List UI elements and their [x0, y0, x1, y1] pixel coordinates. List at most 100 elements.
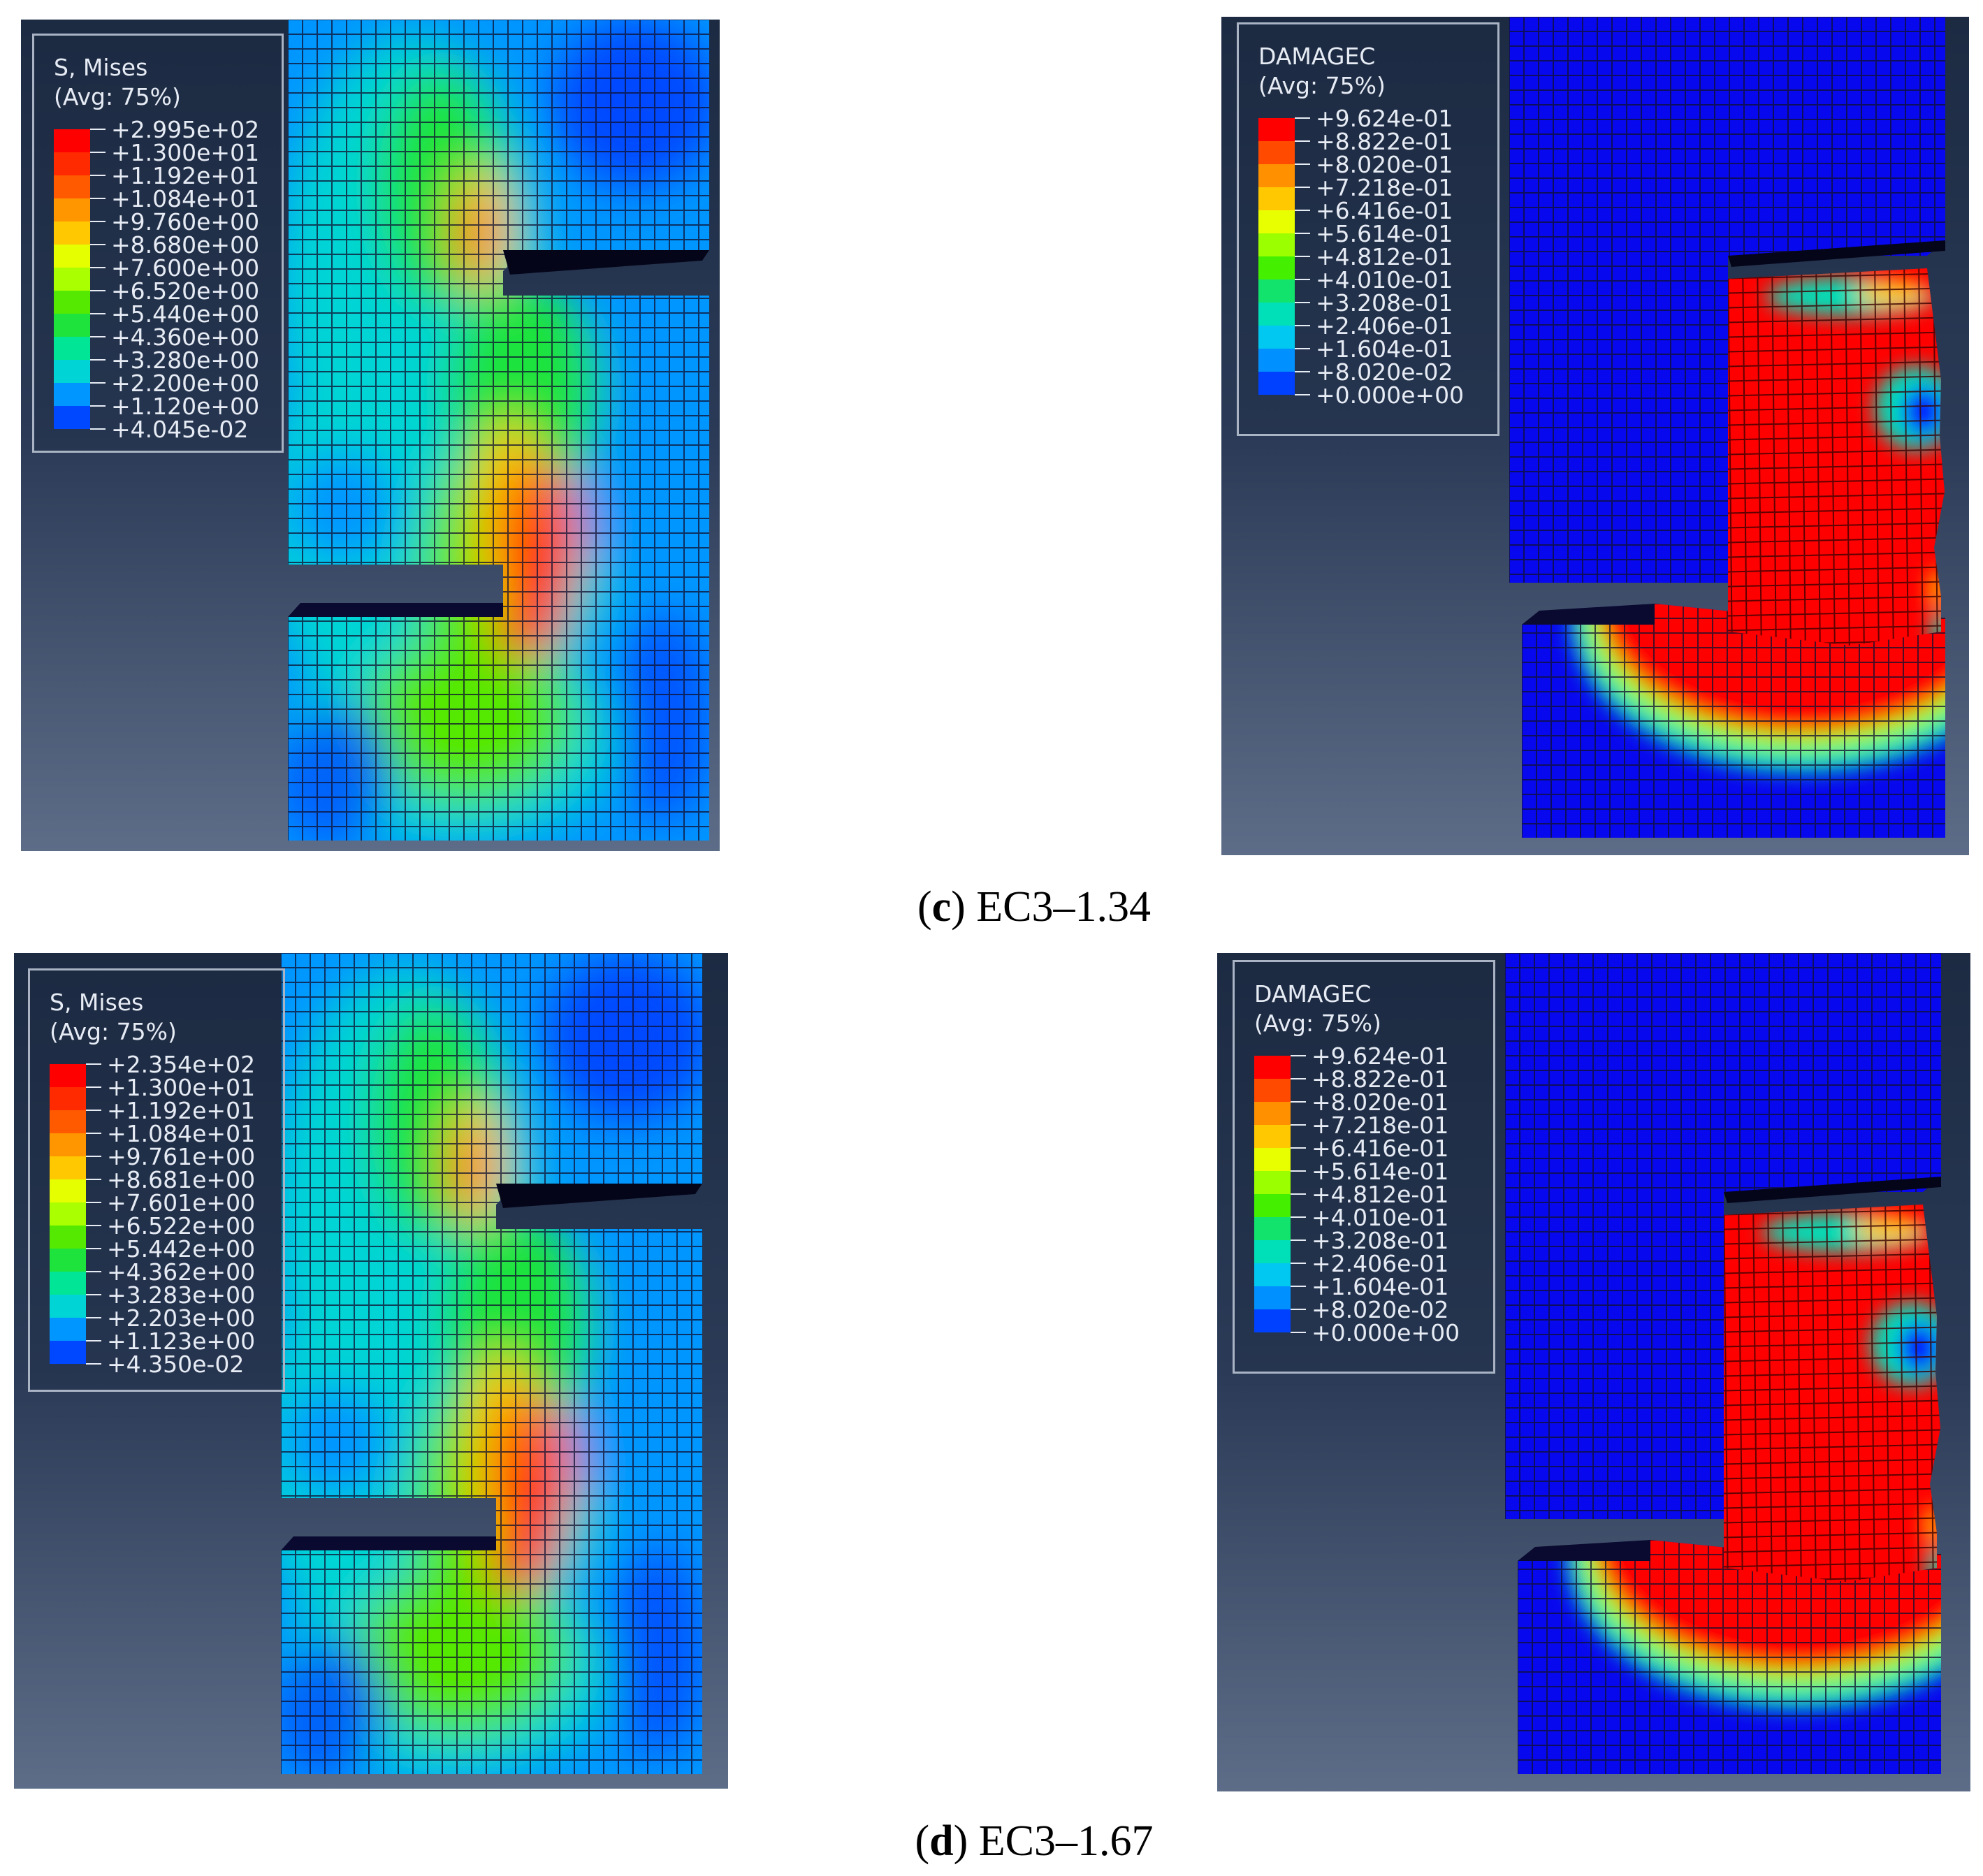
- legend-value: +8.020e-01: [1312, 1089, 1449, 1116]
- legend-swatch: [1258, 303, 1295, 326]
- caption-letter-c: c: [931, 883, 952, 931]
- legend-swatch: [1258, 141, 1295, 164]
- legend-swatch: [1258, 349, 1295, 372]
- legend-value: +5.440e+00: [111, 300, 260, 328]
- notch-bevels: [1518, 1177, 1941, 1561]
- legend-swatch: [50, 1064, 86, 1087]
- legend-value: +8.020e-01: [1316, 151, 1453, 178]
- legend-value: +1.084e+01: [111, 185, 260, 212]
- legend-title-line: S, Mises: [54, 54, 148, 81]
- legend-value: +9.761e+00: [107, 1143, 256, 1170]
- legend-title-line: (Avg: 75%): [54, 83, 181, 110]
- mesh-grid: [1522, 604, 1945, 838]
- legend-value: +4.350e-02: [107, 1351, 245, 1378]
- legend-value: +4.010e-01: [1316, 266, 1453, 293]
- legend-swatch: [1258, 372, 1295, 395]
- legend-swatch: [1254, 1286, 1291, 1309]
- legend-value: +1.192e+01: [111, 162, 260, 189]
- legend-swatch: [54, 291, 90, 314]
- legend-value: +2.200e+00: [111, 370, 260, 397]
- legend-swatch: [50, 1226, 86, 1249]
- legend-title-line: (Avg: 75%): [50, 1018, 177, 1045]
- legend-value: +2.203e+00: [107, 1304, 256, 1332]
- damage-legend-d: DAMAGEC (Avg: 75%) +9.624e-01 +8.822e-01 +8.…: [1233, 960, 1495, 1374]
- legend-color-bar: [1254, 1055, 1306, 1333]
- legend-value: +6.416e-01: [1312, 1135, 1449, 1162]
- legend-value: +5.614e-01: [1316, 220, 1453, 247]
- stress-field: [281, 953, 702, 1774]
- stress-legend-d: S, Mises (Avg: 75%) +2.354e+02 +1.300e+01 +1…: [28, 968, 285, 1392]
- legend-value: +1.300e+01: [111, 139, 260, 166]
- legend-value: +6.522e+00: [107, 1212, 256, 1239]
- notch-bevels: [288, 250, 709, 617]
- notch-bevels: [1522, 240, 1945, 625]
- stress-legend-c: S, Mises (Avg: 75%) +2.995e+02 +1.300e+01 +1…: [32, 34, 284, 453]
- legend-swatch: [50, 1341, 86, 1364]
- legend-value: +3.208e-01: [1316, 289, 1453, 317]
- legend-swatch: [54, 383, 90, 406]
- legend-swatch: [1258, 233, 1295, 256]
- legend-value: +7.218e-01: [1312, 1112, 1449, 1139]
- legend-title-line: DAMAGEC: [1258, 43, 1376, 70]
- legend-value: +6.416e-01: [1316, 197, 1453, 224]
- stress-field: [288, 20, 709, 841]
- legend-value: +1.192e+01: [107, 1097, 256, 1124]
- legend-value: +8.681e+00: [107, 1166, 256, 1193]
- legend-swatch: [54, 406, 90, 429]
- legend-value: +3.280e+00: [111, 347, 260, 374]
- legend-swatch: [1258, 256, 1295, 279]
- legend-swatch: [1254, 1309, 1291, 1332]
- legend-swatch: [50, 1295, 86, 1318]
- legend-value: +9.624e-01: [1312, 1042, 1449, 1070]
- caption-letter-d: d: [929, 1817, 954, 1865]
- legend-swatch: [1258, 279, 1295, 303]
- legend-swatch: [1254, 1148, 1291, 1171]
- legend-swatch: [1258, 210, 1295, 233]
- legend-swatch: [54, 198, 90, 221]
- legend-swatch: [54, 314, 90, 337]
- legend-value: +8.680e+00: [111, 231, 260, 259]
- legend-swatch: [1258, 187, 1295, 210]
- legend-value: +1.604e-01: [1312, 1273, 1449, 1300]
- legend-swatch: [54, 129, 90, 152]
- legend-swatch: [50, 1133, 86, 1156]
- legend-value: +3.208e-01: [1312, 1227, 1449, 1254]
- legend-value: +4.010e-01: [1312, 1204, 1449, 1231]
- legend-title-line: (Avg: 75%): [1254, 1010, 1381, 1037]
- legend-swatch: [50, 1272, 86, 1295]
- legend-value: +5.442e+00: [107, 1235, 256, 1263]
- damage-contour-d: [1217, 953, 1970, 1791]
- legend-swatch: [1254, 1194, 1291, 1217]
- legend-swatch: [1254, 1079, 1291, 1102]
- legend-title-line: DAMAGEC: [1254, 980, 1372, 1008]
- notch-bevels: [281, 1184, 702, 1550]
- legend-swatch: [1258, 118, 1295, 141]
- legend-swatch: [54, 152, 90, 175]
- legend-value: +6.520e+00: [111, 277, 260, 305]
- caption-text-d: EC3–1.67: [978, 1817, 1154, 1865]
- caption-c: (c) EC3–1.34: [917, 883, 1152, 931]
- stress-contour-c: [21, 20, 720, 851]
- legend-swatch: [50, 1202, 86, 1226]
- legend-color-bar: [50, 1063, 101, 1365]
- legend-value: +1.123e+00: [107, 1328, 256, 1355]
- damage-panel-c: DAMAGEC (Avg: 75%) +9.624e-01 +8.822e-01 +8.…: [1221, 17, 1969, 855]
- legend-swatch: [50, 1110, 86, 1133]
- legend-value: +8.822e-01: [1312, 1066, 1449, 1093]
- legend-swatch: [1254, 1217, 1291, 1240]
- legend-value: +7.600e+00: [111, 254, 260, 282]
- legend-swatch: [54, 337, 90, 360]
- legend-swatch: [1254, 1263, 1291, 1286]
- mesh-grid: [281, 953, 702, 1774]
- legend-swatch: [1258, 164, 1295, 187]
- damage-panel-d: DAMAGEC (Avg: 75%) +9.624e-01 +8.822e-01 +8.…: [1217, 953, 1970, 1791]
- legend-swatch: [50, 1249, 86, 1272]
- legend-swatch: [54, 360, 90, 383]
- legend-value: +8.822e-01: [1316, 128, 1453, 155]
- legend-swatch: [50, 1318, 86, 1341]
- damage-legend-c: DAMAGEC (Avg: 75%) +9.624e-01 +8.822e-01 +8.…: [1237, 22, 1499, 436]
- legend-value: +4.362e+00: [107, 1258, 256, 1286]
- legend-value: +2.995e+02: [111, 116, 260, 143]
- legend-value: +4.045e-02: [111, 416, 249, 443]
- legend-value: +4.360e+00: [111, 323, 260, 351]
